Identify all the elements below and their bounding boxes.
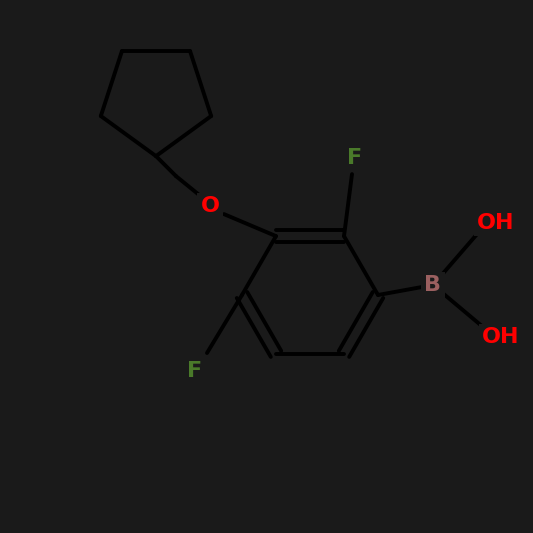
- Text: OH: OH: [477, 213, 515, 233]
- Text: O: O: [200, 196, 220, 216]
- Text: F: F: [348, 148, 362, 168]
- Text: B: B: [424, 275, 441, 295]
- Text: F: F: [188, 361, 203, 381]
- Text: OH: OH: [482, 327, 520, 347]
